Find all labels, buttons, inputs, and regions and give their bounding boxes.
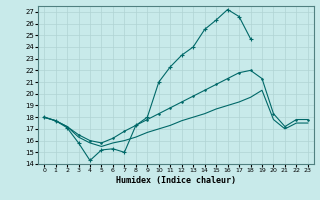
X-axis label: Humidex (Indice chaleur): Humidex (Indice chaleur): [116, 176, 236, 185]
